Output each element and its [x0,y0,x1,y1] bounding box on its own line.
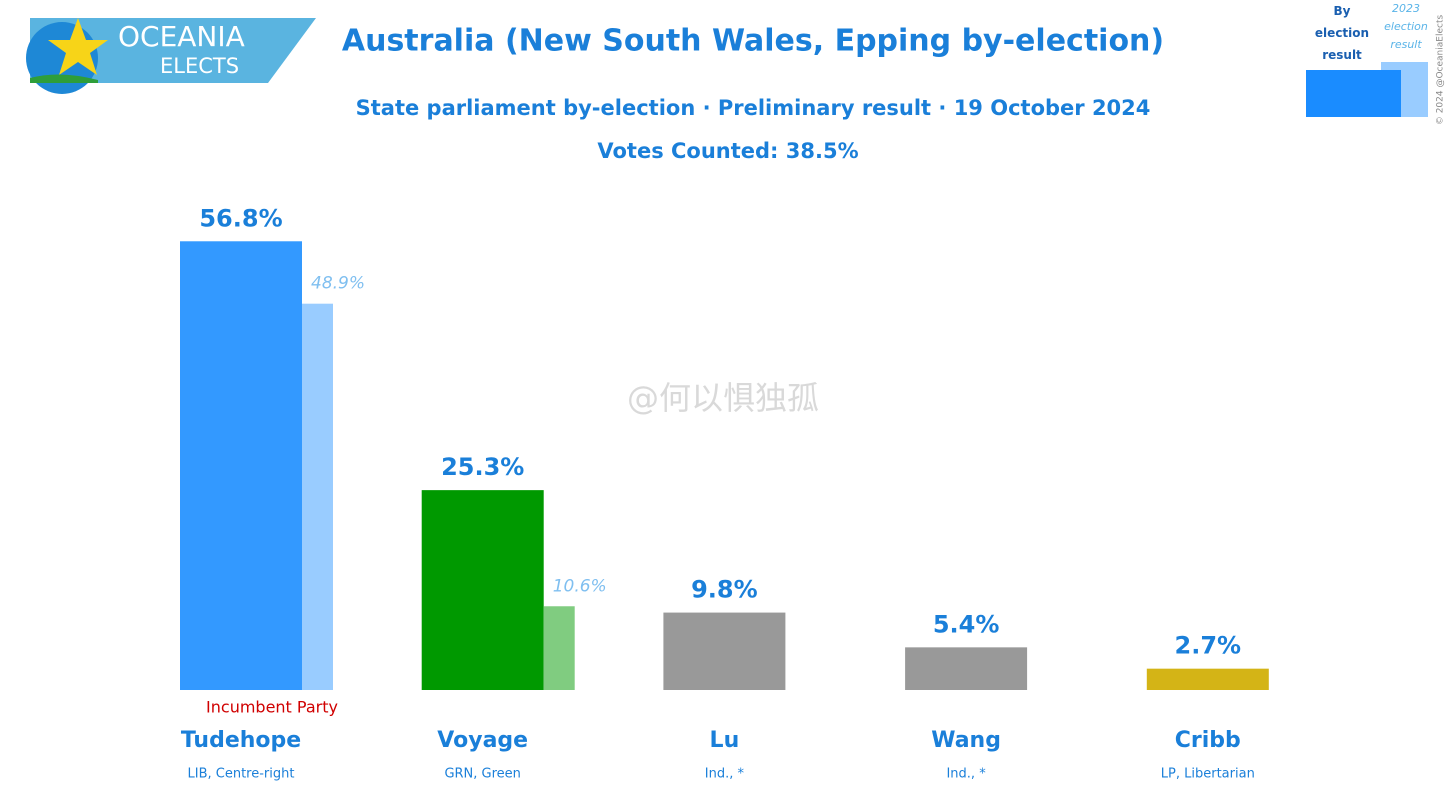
chart-note: Votes Counted: 38.5% [597,139,858,163]
category-label: Voyage [437,728,528,753]
chart-title: Australia (New South Wales, Epping by-el… [342,24,1164,59]
category-sublabel: Ind., * [705,767,745,782]
logo-land [30,74,98,83]
bar [1146,668,1269,690]
logo-line1: OCEANIA [118,20,245,53]
value-label: 2.7% [1175,632,1242,660]
category-label: Wang [931,728,1001,753]
previous-bar [302,303,333,690]
bar [905,647,1028,690]
value-label: 25.3% [441,453,524,481]
annotation: Incumbent Party [206,698,338,717]
category-sublabel: LP, Libertarian [1161,767,1255,782]
value-label: 9.8% [691,576,758,604]
category-sublabel: LIB, Centre-right [188,767,295,782]
logo-banner [30,18,316,83]
chart-subtitle: State parliament by-election · Prelimina… [356,96,1151,120]
category-label: Cribb [1175,728,1241,753]
bar [180,241,302,690]
category-sublabel: GRN, Green [444,767,520,782]
category-label: Lu [710,728,740,753]
category-sublabel: Ind., * [946,767,986,782]
value-label: 56.8% [199,204,282,232]
value-label: 5.4% [933,610,1000,638]
logo-line2: ELECTS [160,54,239,78]
logo-star [48,18,108,75]
bar [663,612,786,690]
legend-label: 2023 election result [1384,2,1428,51]
previous-value-label: 10.6% [553,576,607,596]
previous-bar [543,606,575,690]
legend-swatch [1306,70,1401,117]
watermark: @何以惧独孤 [627,379,819,417]
copyright: © 2024 @OceaniaElects [1436,15,1446,126]
bar [421,490,544,690]
previous-value-label: 48.9% [311,274,365,294]
category-label: Tudehope [181,728,301,753]
legend-label: By election result [1314,4,1370,62]
